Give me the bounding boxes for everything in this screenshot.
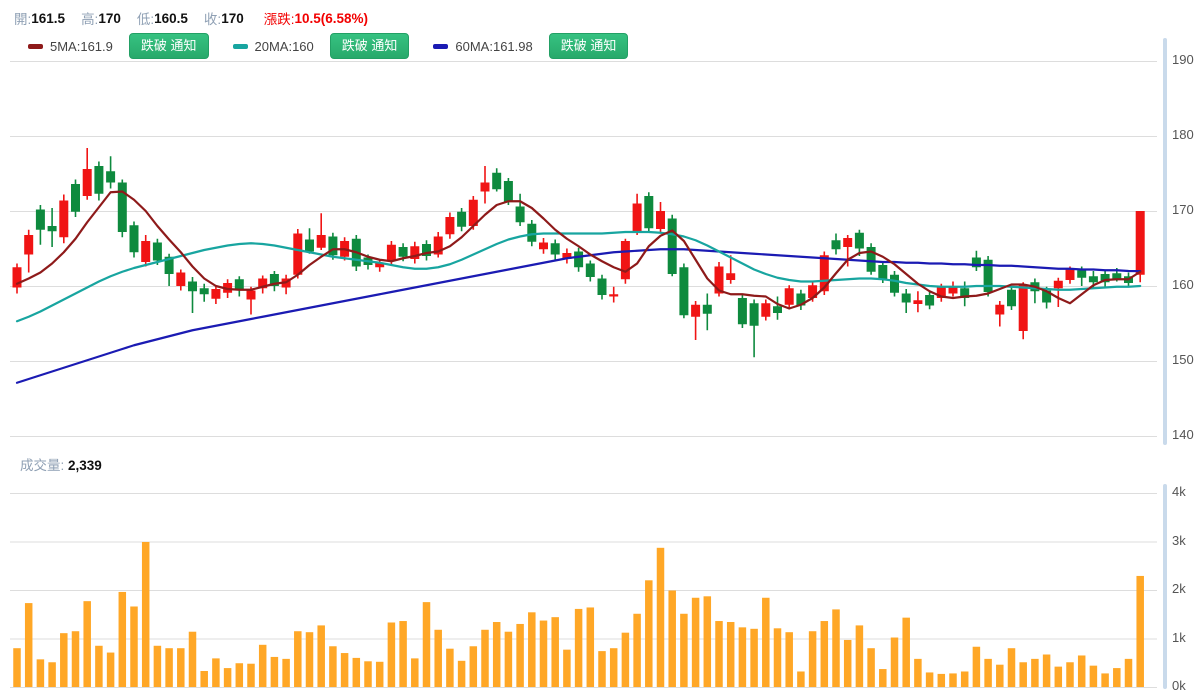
volume-header: 成交量: 2,339 bbox=[20, 454, 102, 474]
volume-axis-scrollbar[interactable] bbox=[1163, 484, 1167, 689]
price-tick-label: 150 bbox=[1172, 352, 1194, 367]
ma-legend-row: 5MA:161.9 跌破 通知 20MA:160 跌破 通知 60MA:161.… bbox=[28, 33, 652, 59]
price-axis-scrollbar[interactable] bbox=[1163, 38, 1167, 445]
volume-value: 2,339 bbox=[68, 458, 102, 473]
ma5-line-swatch bbox=[28, 43, 43, 49]
open-value: 161.5 bbox=[31, 10, 66, 26]
ma20-label: 20MA:160 bbox=[254, 38, 314, 54]
volume-bar-chart bbox=[10, 493, 1157, 688]
price-tick-label: 160 bbox=[1172, 277, 1194, 292]
ma5-label: 5MA:161.9 bbox=[50, 38, 113, 54]
change-label: 漲跌: bbox=[263, 12, 295, 27]
ma60-line-swatch bbox=[433, 43, 449, 49]
high-label: 高: bbox=[81, 12, 99, 27]
volume-tick-label: 1k bbox=[1172, 629, 1186, 645]
ma20-line-swatch bbox=[232, 43, 248, 49]
volume-tick-label: 0k bbox=[1172, 678, 1186, 693]
price-tick-label: 190 bbox=[1172, 52, 1194, 67]
volume-label: 成交量: bbox=[20, 458, 65, 473]
volume-tick-label: 2k bbox=[1172, 581, 1186, 596]
low-value: 160.5 bbox=[154, 10, 188, 26]
close-label: 收: bbox=[203, 12, 222, 27]
low-label: 低: bbox=[136, 12, 155, 27]
volume-tick-label: 4k bbox=[1172, 484, 1186, 499]
close-value: 170 bbox=[221, 10, 244, 26]
change-value: 10.5(6.58%) bbox=[294, 10, 369, 26]
price-tick-label: 180 bbox=[1172, 127, 1194, 142]
ma60-breakdown-alert-button[interactable]: 跌破 通知 bbox=[548, 33, 629, 59]
ma5-breakdown-alert-button[interactable]: 跌破 通知 bbox=[128, 33, 209, 59]
high-value: 170 bbox=[98, 10, 121, 26]
ma60-label: 60MA:161.98 bbox=[455, 38, 533, 54]
price-tick-label: 140 bbox=[1172, 427, 1194, 442]
price-tick-label: 170 bbox=[1172, 202, 1194, 217]
price-candlestick-chart bbox=[10, 61, 1157, 437]
ma20-breakdown-alert-button[interactable]: 跌破 通知 bbox=[329, 33, 410, 59]
open-label: 開: bbox=[14, 12, 32, 27]
ohlc-row: 開: 161.5 高: 170 低: 160.5 收: 170 漲跌: 10.5… bbox=[14, 8, 384, 28]
volume-tick-label: 3k bbox=[1172, 532, 1186, 548]
